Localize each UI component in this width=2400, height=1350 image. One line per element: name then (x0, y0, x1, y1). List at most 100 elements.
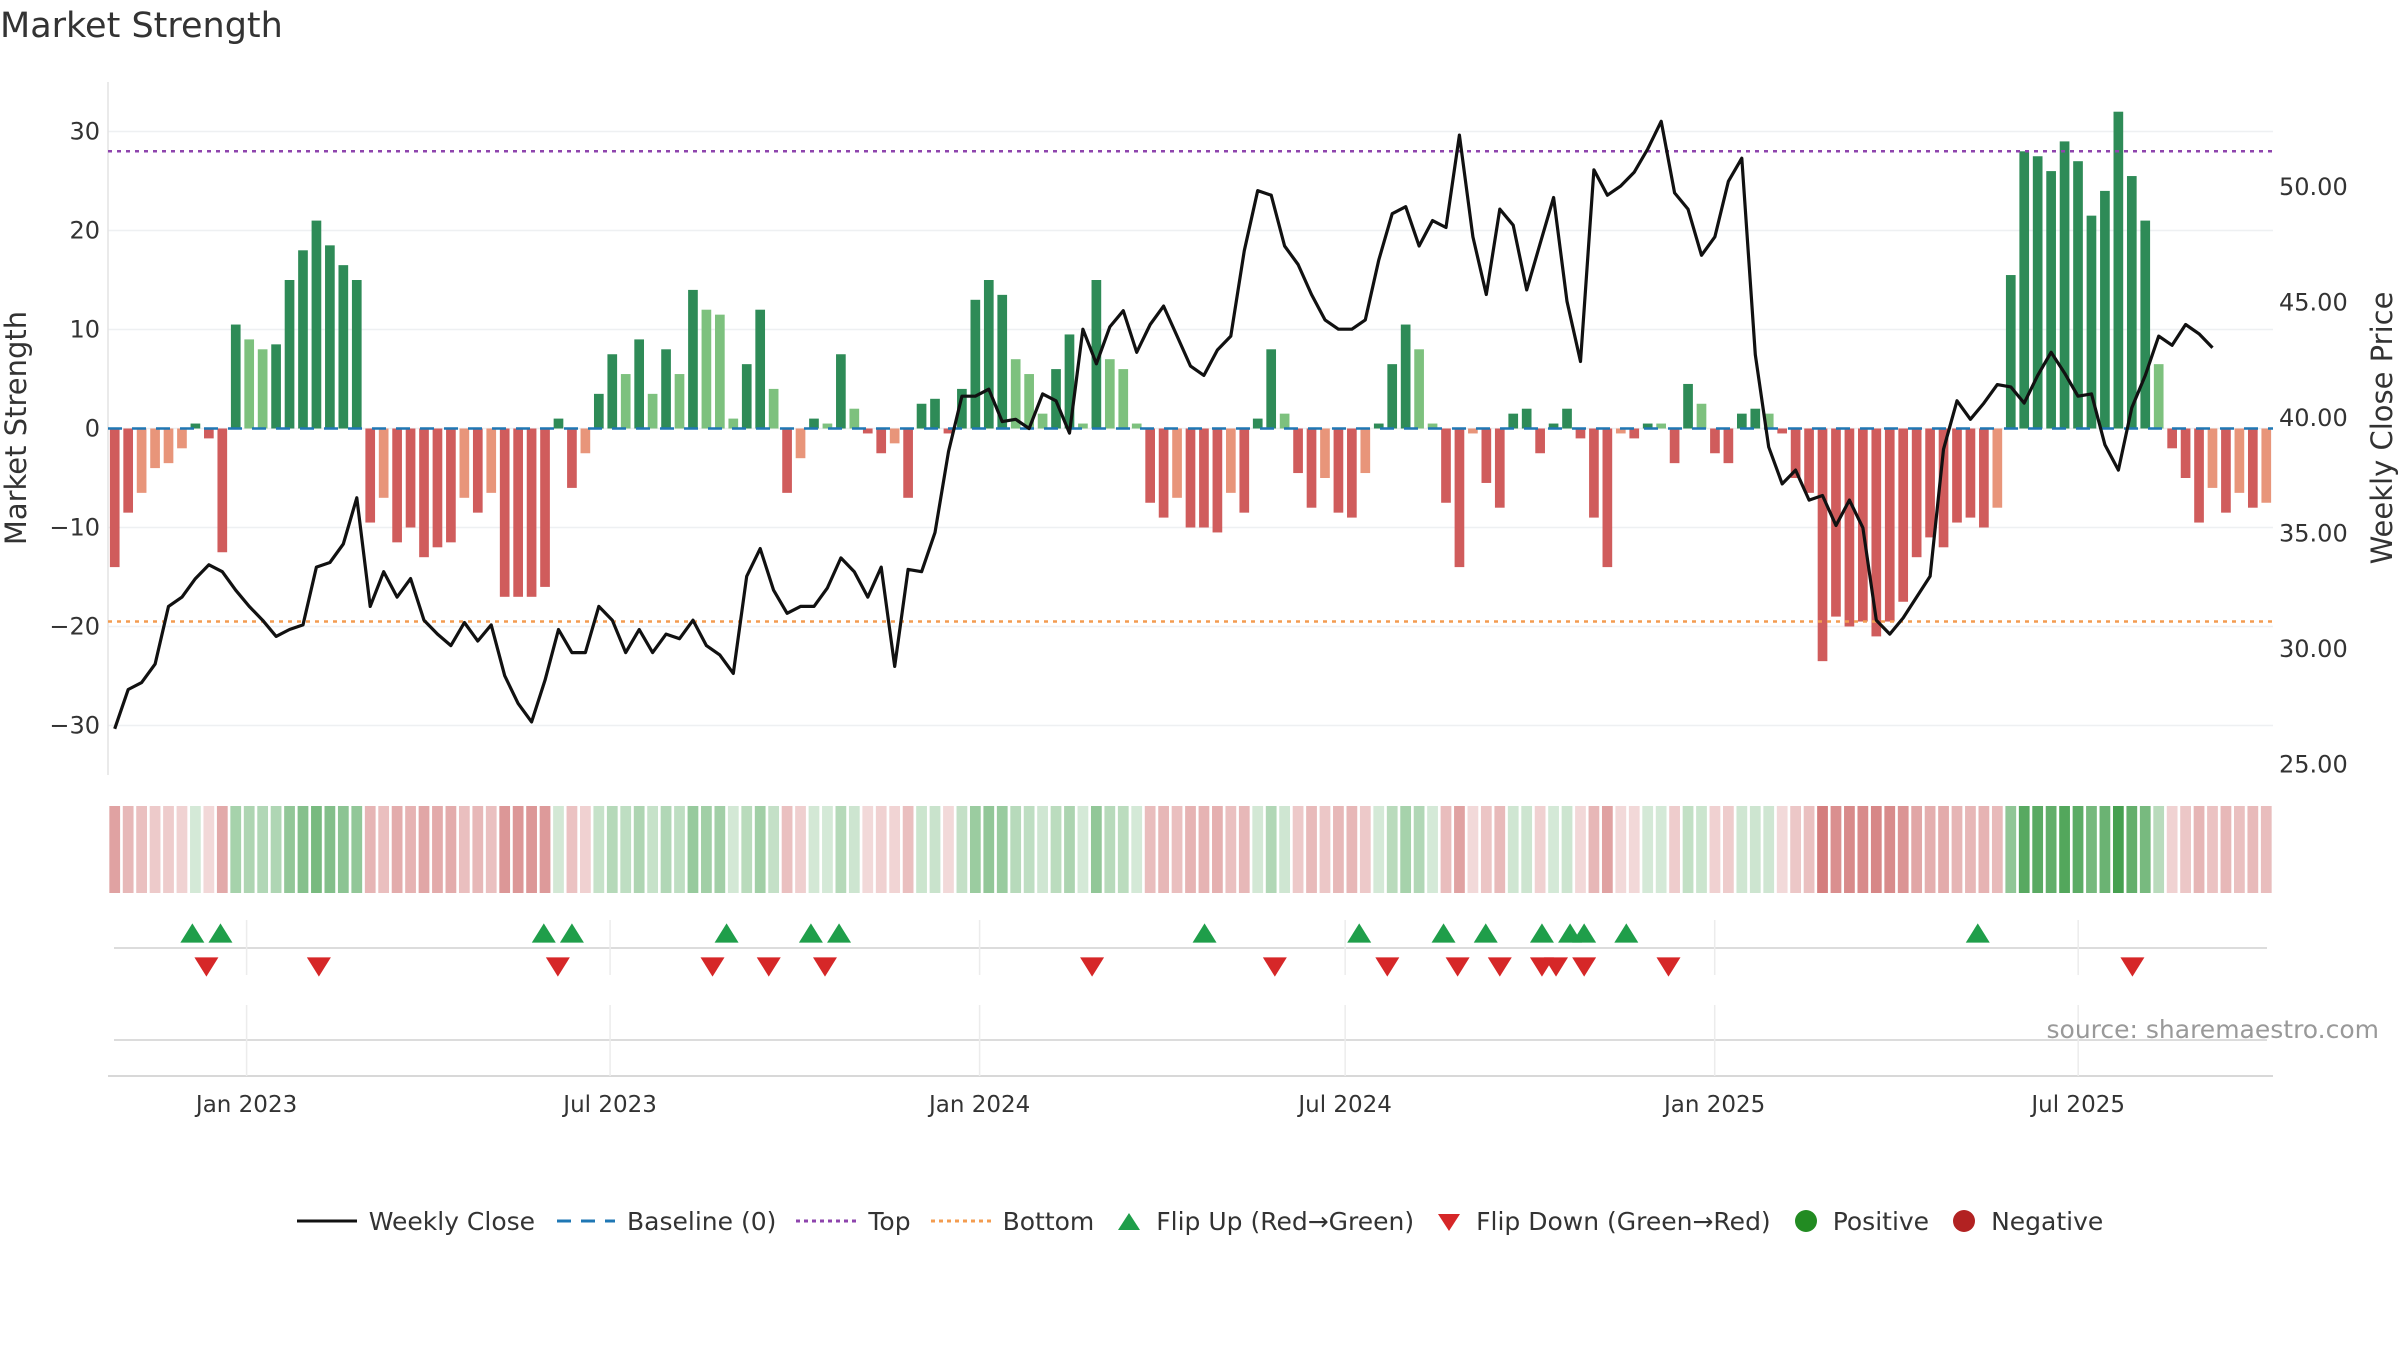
y-left-tick-label: −20 (49, 613, 100, 641)
strength-bar (782, 428, 792, 493)
strength-bar (190, 423, 201, 429)
heat-strip-cell (149, 806, 161, 893)
heat-strip-cell (2032, 806, 2044, 893)
strength-bar (109, 428, 120, 568)
heat-strip-cell (1655, 806, 1667, 893)
y-left-tick-label: −10 (49, 514, 100, 542)
legend-swatch-icon (930, 1219, 991, 1223)
strength-bar (1992, 428, 2003, 508)
heat-strip-cell (2099, 806, 2111, 893)
heat-strip-cell (660, 806, 672, 893)
strength-bar (123, 428, 134, 513)
chart-legend: Weekly Close Baseline (0) Top Bottom Flip Up… (0, 1206, 2400, 1242)
heat-strip-cell (2247, 806, 2259, 893)
strength-bar (1911, 428, 1922, 558)
flip-down-marker (1487, 957, 1512, 977)
y-right-tick-label: 25.00 (2279, 750, 2348, 778)
strength-bar (1602, 428, 1613, 568)
legend-swatch-icon (296, 1219, 357, 1223)
strength-bar (997, 294, 1008, 429)
heat-strip-cell (1938, 806, 1949, 893)
strength-bar (2153, 364, 2164, 429)
strength-bar (795, 428, 806, 459)
heat-strip-cell (1494, 806, 1506, 893)
flip-up-marker (1965, 923, 1990, 943)
strength-bar (903, 428, 913, 498)
y-right-tick-label: 45.00 (2279, 288, 2348, 316)
heat-strip-cell (458, 806, 470, 893)
legend-swatch-icon (1794, 1210, 1817, 1232)
strength-bar (822, 423, 833, 429)
strength-bar (2221, 428, 2231, 513)
legend-item: Bottom (930, 1206, 1094, 1236)
heat-strip-cell (284, 806, 295, 893)
strength-bar (271, 344, 281, 429)
strength-bar (1817, 428, 1828, 662)
heat-strip-cell (1830, 806, 1842, 893)
heat-strip-cell (2180, 806, 2191, 893)
strength-bar (701, 309, 712, 429)
legend-swatch-icon (1118, 1213, 1141, 1230)
x-tick-label: Jan 2025 (1662, 1092, 1765, 1118)
strength-bar (2059, 141, 2070, 429)
heat-strip-cell (1507, 806, 1519, 893)
heat-strip-cell (526, 806, 537, 893)
flip-up-marker (208, 923, 233, 943)
strength-bar (311, 220, 322, 429)
flip-down-marker (2120, 957, 2145, 977)
strength-bar (1078, 423, 1088, 429)
heat-strip-cell (1642, 806, 1654, 893)
strength-bar (244, 339, 255, 429)
heat-strip-cell (1373, 806, 1385, 893)
heat-strip-cell (1306, 806, 1317, 893)
flip-down-marker (1375, 957, 1400, 977)
heat-strip-cell (1050, 806, 1062, 893)
strength-bar (1710, 428, 1720, 454)
heat-strip-cell (1749, 806, 1761, 893)
flip-up-marker (1572, 923, 1597, 943)
strength-bar (2113, 111, 2124, 429)
heat-strip-cell (2045, 806, 2057, 893)
legend-swatch-icon (1438, 1214, 1461, 1231)
strength-bar (1669, 428, 1680, 464)
strength-bar (567, 428, 577, 488)
heat-strip-cell (136, 806, 147, 893)
strength-bar (1938, 428, 1949, 548)
strength-bar (1333, 428, 1344, 513)
strength-bar (1010, 359, 1021, 429)
y-right-tick-label: 30.00 (2279, 635, 2348, 663)
strength-bar (2032, 156, 2043, 429)
strength-bar (1427, 423, 1438, 429)
heat-strip-cell (1723, 806, 1734, 893)
heat-strip-cell (1776, 806, 1788, 893)
heat-strip-cell (1561, 806, 1573, 893)
legend-label: Positive (1832, 1206, 1930, 1236)
heat-strip-cell (351, 806, 363, 893)
heat-strip-cell (1064, 806, 1075, 893)
strength-bar (1279, 413, 1290, 429)
heat-strip-cell (1090, 806, 1102, 893)
strength-bar (2207, 428, 2218, 488)
strength-bar (392, 428, 402, 543)
heat-strip-cell (943, 806, 954, 893)
heat-strip-cell (122, 806, 134, 893)
strength-bar (1575, 428, 1586, 439)
strength-bar (1320, 428, 1330, 478)
strength-bar (1131, 423, 1142, 429)
heat-strip-cell (1037, 806, 1048, 893)
legend-swatch-icon (796, 1219, 857, 1223)
strength-bar (378, 428, 389, 498)
heat-strip-cell (1467, 806, 1479, 893)
heat-strip-cell (2207, 806, 2218, 893)
strength-bar (1441, 428, 1451, 503)
x-tick-label: Jul 2024 (1296, 1092, 1392, 1118)
heat-strip-cell (1669, 806, 1680, 893)
legend-item: Negative (1949, 1206, 2103, 1236)
heat-strip-cell (1521, 806, 1533, 893)
strength-bar (1696, 403, 1707, 429)
strength-bar (1884, 428, 1895, 622)
heat-strip-cell (230, 806, 242, 893)
heat-strip-cell (337, 806, 349, 893)
heat-strip-cell (1978, 806, 1990, 893)
flip-down-marker (812, 957, 837, 977)
